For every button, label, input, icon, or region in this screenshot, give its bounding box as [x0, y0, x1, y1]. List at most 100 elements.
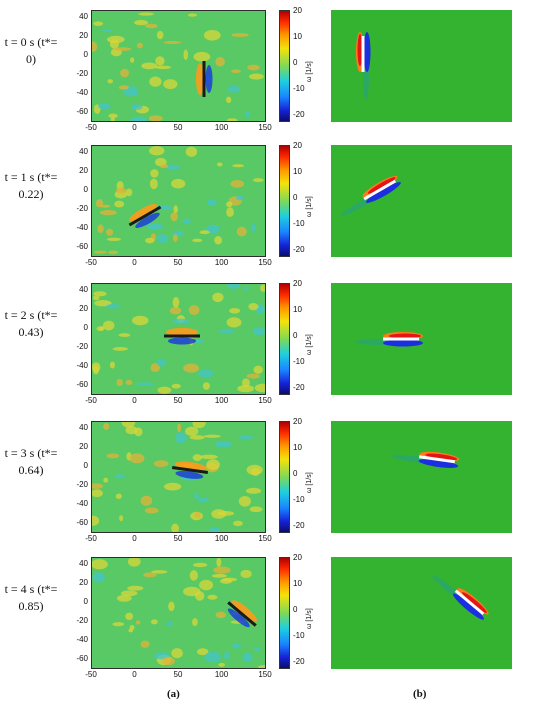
- time-label-line: t = 0 s (t*=: [4, 35, 58, 49]
- colorbar-unit-label: ω [1/s]: [306, 472, 313, 493]
- x-tick-label: 150: [258, 534, 272, 543]
- panel-label-a: (a): [167, 688, 180, 700]
- piv-vorticity-field: [91, 145, 266, 257]
- colorbar-tick-label: -20: [293, 383, 305, 392]
- x-tick-label: -50: [85, 258, 97, 267]
- y-tick-label: -40: [76, 635, 88, 644]
- y-tick-label: -60: [76, 380, 88, 389]
- time-label-line: t = 1 s (t*=: [4, 170, 58, 184]
- row-time-label: t = 2 s (t*= 0.43): [0, 307, 62, 341]
- colorbar-tick-label: 10: [293, 167, 302, 176]
- y-tick-label: -40: [76, 499, 88, 508]
- time-label-line: t = 2 s (t*=: [4, 308, 58, 322]
- y-tick-label: 0: [83, 185, 88, 194]
- colorbar-tick-label: 20: [293, 417, 302, 426]
- colorbar-tick-label: 0: [293, 331, 298, 340]
- x-tick-label: 0: [132, 534, 137, 543]
- y-tick-label: 40: [79, 285, 88, 294]
- colorbar-tick-label: -20: [293, 110, 305, 119]
- colorbar-tick-label: -10: [293, 84, 305, 93]
- y-tick-label: 0: [83, 597, 88, 606]
- x-tick-label: 100: [214, 670, 229, 679]
- colorbar-tick-label: 10: [293, 443, 302, 452]
- x-tick-label: -50: [85, 396, 97, 405]
- time-label-line: t = 4 s (t*=: [4, 582, 58, 596]
- vorticity-colorbar: [279, 557, 290, 669]
- colorbar-tick-label: -20: [293, 657, 305, 666]
- colorbar-tick-label: -10: [293, 357, 305, 366]
- colorbar-tick-label: 10: [293, 579, 302, 588]
- nondimensional-time-value: 0.64): [18, 463, 44, 477]
- colorbar-tick-label: -10: [293, 219, 305, 228]
- x-tick-label: 50: [173, 258, 183, 267]
- simulation-vorticity-field: [331, 145, 512, 257]
- x-tick-label: 100: [214, 396, 229, 405]
- colorbar-tick-label: -10: [293, 495, 305, 504]
- colorbar-tick-label: 10: [293, 32, 302, 41]
- colorbar-unit-label: ω [1/s]: [306, 334, 313, 355]
- nondimensional-time-value: 0.43): [18, 325, 44, 339]
- vorticity-colorbar: [279, 145, 290, 257]
- x-tick-label: 100: [214, 534, 229, 543]
- y-tick-label: 20: [79, 442, 88, 451]
- vorticity-colorbar: [279, 421, 290, 533]
- x-tick-label: 50: [173, 534, 183, 543]
- y-tick-label: -60: [76, 242, 88, 251]
- y-tick-label: 20: [79, 166, 88, 175]
- panel-label-b: (b): [413, 688, 427, 700]
- y-tick-label: 0: [83, 50, 88, 59]
- y-tick-label: -60: [76, 518, 88, 527]
- piv-vorticity-field: [91, 283, 266, 395]
- y-tick-label: -20: [76, 204, 88, 213]
- y-tick-label: -40: [76, 223, 88, 232]
- y-tick-label: 40: [79, 147, 88, 156]
- row-time-label: t = 4 s (t*= 0.85): [0, 581, 62, 615]
- y-tick-label: -40: [76, 88, 88, 97]
- colorbar-unit-label: ω [1/s]: [306, 61, 313, 82]
- y-tick-label: 20: [79, 31, 88, 40]
- colorbar-tick-label: -20: [293, 521, 305, 530]
- y-tick-label: 0: [83, 461, 88, 470]
- y-tick-label: 40: [79, 12, 88, 21]
- colorbar-tick-label: 0: [293, 469, 298, 478]
- x-tick-label: 100: [214, 258, 229, 267]
- x-tick-label: 0: [132, 258, 137, 267]
- simulation-vorticity-field: [331, 283, 512, 395]
- colorbar-tick-label: -10: [293, 631, 305, 640]
- colorbar-tick-label: 0: [293, 605, 298, 614]
- x-tick-label: 150: [258, 123, 272, 132]
- y-tick-label: -20: [76, 616, 88, 625]
- colorbar-tick-label: 20: [293, 6, 302, 15]
- colorbar-tick-label: 0: [293, 193, 298, 202]
- simulation-vorticity-field: [331, 557, 512, 669]
- x-tick-label: 0: [132, 396, 137, 405]
- y-tick-label: 20: [79, 304, 88, 313]
- nondimensional-time-value: 0.85): [18, 599, 44, 613]
- y-tick-label: 20: [79, 578, 88, 587]
- vorticity-colorbar: [279, 283, 290, 395]
- piv-vorticity-field: [91, 10, 266, 122]
- nondimensional-time-value: 0.22): [18, 187, 44, 201]
- x-tick-label: -50: [85, 670, 97, 679]
- x-tick-label: -50: [85, 123, 97, 132]
- x-tick-label: 100: [214, 123, 229, 132]
- piv-vorticity-field: [91, 557, 266, 669]
- vorticity-colorbar: [279, 10, 290, 122]
- simulation-vorticity-field: [331, 421, 512, 533]
- y-tick-label: 40: [79, 559, 88, 568]
- colorbar-tick-label: -20: [293, 245, 305, 254]
- y-tick-label: -60: [76, 654, 88, 663]
- x-tick-label: 150: [258, 670, 272, 679]
- colorbar-unit-label: ω [1/s]: [306, 196, 313, 217]
- x-tick-label: 150: [258, 258, 272, 267]
- row-time-label: t = 1 s (t*= 0.22): [0, 169, 62, 203]
- piv-vorticity-field: [91, 421, 266, 533]
- colorbar-tick-label: 20: [293, 553, 302, 562]
- row-time-label: t = 3 s (t*= 0.64): [0, 445, 62, 479]
- x-tick-label: 50: [173, 123, 183, 132]
- time-label-line: t = 3 s (t*=: [4, 446, 58, 460]
- colorbar-tick-label: 20: [293, 279, 302, 288]
- row-time-label: t = 0 s (t*= 0): [0, 34, 62, 68]
- x-tick-label: 50: [173, 396, 183, 405]
- y-tick-label: -20: [76, 480, 88, 489]
